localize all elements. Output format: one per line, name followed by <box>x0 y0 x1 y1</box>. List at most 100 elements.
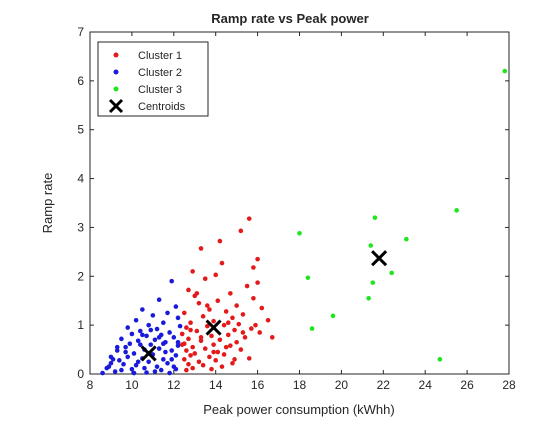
cluster-1-point <box>179 331 185 337</box>
cluster-1-point <box>205 323 210 329</box>
x-tick-label: 20 <box>335 378 349 392</box>
cluster-2-point <box>165 360 170 366</box>
cluster-1-point <box>228 343 233 348</box>
cluster-1-point <box>186 361 191 367</box>
cluster-1-point <box>211 342 216 347</box>
cluster-1-point <box>259 305 265 311</box>
cluster-2-point <box>135 359 141 365</box>
cluster-1-point <box>255 256 260 262</box>
cluster-3-point <box>372 215 378 220</box>
cluster-2-point <box>127 341 133 347</box>
cluster-1-point <box>221 322 227 328</box>
cluster-3-point <box>404 236 409 242</box>
y-tick-label: 7 <box>77 25 84 39</box>
cluster-1-point <box>198 246 204 251</box>
cluster-2-point <box>148 327 154 333</box>
cluster-3-point <box>309 326 315 331</box>
cluster-1-point <box>190 365 195 371</box>
cluster-1-point <box>232 327 237 333</box>
cluster-1-point <box>184 325 189 330</box>
cluster-1-point <box>198 338 204 344</box>
cluster-1-point <box>196 300 202 306</box>
cluster-2-point <box>161 341 166 347</box>
cluster-2-point <box>144 370 149 375</box>
cluster-2-point <box>114 344 120 350</box>
cluster-2-point <box>167 370 172 376</box>
cluster-3-point <box>454 208 459 213</box>
cluster-1-point <box>181 310 187 316</box>
cluster-2-point <box>146 322 151 328</box>
cluster-1-point <box>213 358 218 363</box>
cluster-1-point <box>230 360 235 366</box>
cluster-1-point <box>251 265 256 270</box>
cluster-3-point <box>502 68 508 74</box>
cluster-1-point <box>209 333 214 339</box>
x-tick-label: 12 <box>167 378 181 392</box>
legend-label-3: Cluster 3 <box>138 84 182 96</box>
legend-marker-centroid <box>108 98 124 114</box>
y-tick-label: 5 <box>77 123 84 137</box>
centroid-marker <box>205 319 222 336</box>
cluster-1-point <box>269 335 275 340</box>
cluster-2-point <box>163 349 168 355</box>
legend-label-1: Cluster 1 <box>138 50 182 62</box>
cluster-1-point <box>246 216 252 221</box>
cluster-1-point <box>253 322 258 328</box>
cluster-3-point <box>330 313 336 319</box>
data-markers <box>100 68 508 376</box>
cluster-1-point <box>200 314 206 319</box>
cluster-2-point <box>154 364 160 369</box>
cluster-2-point <box>146 359 151 365</box>
x-axis-label: Peak power consumption (kWhh) <box>203 402 394 417</box>
cluster-1-point <box>257 330 262 335</box>
cluster-3-point <box>305 275 311 281</box>
y-tick-label: 3 <box>77 220 84 234</box>
cluster-2-point <box>114 348 120 353</box>
cluster-3-point <box>368 243 374 248</box>
legend-marker-1 <box>113 52 119 58</box>
cluster-1-point <box>184 367 189 373</box>
cluster-2-point <box>108 360 114 366</box>
cluster-2-point <box>106 364 112 369</box>
cluster-2-point <box>137 342 143 347</box>
cluster-1-point <box>207 307 212 312</box>
cluster-2-point <box>123 344 128 350</box>
cluster-1-point <box>190 344 195 350</box>
cluster-1-point <box>186 287 191 293</box>
cluster-1-point <box>238 228 244 234</box>
y-tick-label: 0 <box>77 367 84 381</box>
cluster-2-point <box>171 335 177 340</box>
cluster-1-point <box>217 337 223 343</box>
cluster-1-point <box>240 330 246 335</box>
cluster-2-point <box>135 338 141 344</box>
cluster-2-point <box>152 369 158 374</box>
cluster-1-point <box>188 320 193 326</box>
cluster-1-point <box>198 335 204 340</box>
cluster-1-point <box>209 366 214 372</box>
cluster-1-point <box>236 321 242 327</box>
cluster-3-point <box>366 295 371 301</box>
cluster-2-point <box>125 325 131 330</box>
cluster-2-point <box>110 357 116 362</box>
cluster-1-point <box>221 352 227 357</box>
cluster-1-point <box>244 283 250 289</box>
centroid-marker <box>371 250 388 267</box>
cluster-1-point <box>194 291 200 296</box>
legend-marker-2 <box>113 69 119 75</box>
cluster-2-point <box>129 331 135 337</box>
cluster-2-point <box>175 343 181 348</box>
legend: Cluster 1 Cluster 2 Cluster 3 Centroids <box>97 41 209 117</box>
x-tick-label: 28 <box>502 378 516 392</box>
cluster-3-point <box>437 357 443 362</box>
cluster-1-point <box>179 342 185 347</box>
cluster-1-point <box>202 276 208 282</box>
x-tick-label: 14 <box>209 378 223 392</box>
cluster-1-point <box>230 315 235 321</box>
cluster-2-point <box>137 328 143 334</box>
cluster-2-point <box>140 332 145 338</box>
chart-title: Ramp rate vs Peak power <box>211 11 369 26</box>
cluster-2-point <box>169 348 175 353</box>
cluster-1-point <box>246 356 252 361</box>
cluster-3-point <box>297 230 302 236</box>
cluster-2-point <box>177 323 183 329</box>
